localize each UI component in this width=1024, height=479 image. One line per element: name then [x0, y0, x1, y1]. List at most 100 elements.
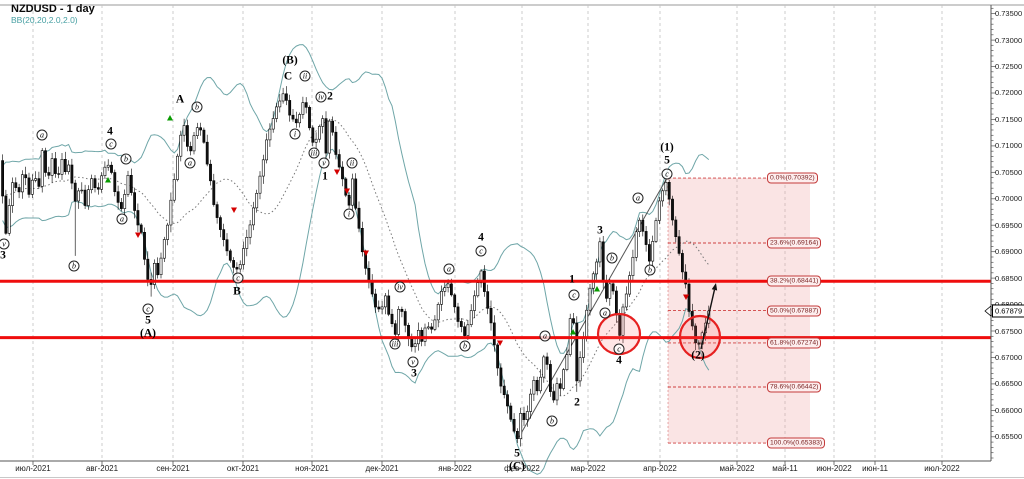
candle	[268, 128, 272, 141]
candle	[466, 324, 470, 336]
candle	[113, 172, 117, 193]
candle	[11, 182, 14, 206]
candle	[80, 189, 84, 192]
candle	[433, 319, 437, 330]
bollinger-middle-band	[2, 119, 710, 397]
candle	[70, 164, 74, 184]
candle	[453, 294, 457, 308]
candle	[308, 107, 311, 129]
candle	[143, 232, 146, 260]
candle	[245, 237, 249, 249]
candle	[304, 102, 308, 108]
candle	[93, 178, 97, 188]
candle	[515, 430, 519, 439]
highlight-circle[interactable]	[678, 314, 722, 360]
candle	[387, 295, 391, 315]
candle	[331, 120, 335, 133]
candle	[631, 256, 635, 276]
candle	[440, 290, 443, 305]
candle	[562, 369, 566, 389]
candle	[575, 322, 579, 382]
trendline[interactable]	[518, 177, 668, 438]
candle	[380, 306, 384, 310]
candle	[222, 229, 226, 241]
candle	[298, 114, 302, 124]
candle	[499, 367, 503, 387]
candle	[674, 219, 678, 238]
candle	[446, 283, 450, 288]
candle	[225, 239, 229, 252]
candle	[156, 262, 160, 276]
candle	[664, 182, 668, 192]
candle	[661, 190, 665, 202]
candle	[291, 114, 295, 120]
candle	[555, 383, 559, 401]
grid	[32, 5, 943, 461]
candle	[390, 313, 394, 325]
trend-arrow-shaft[interactable]	[700, 289, 716, 350]
candle	[126, 175, 130, 195]
candle	[20, 174, 24, 193]
candle	[100, 175, 104, 190]
candle	[509, 405, 513, 420]
candle	[426, 326, 430, 329]
candle	[357, 207, 361, 229]
candle	[212, 180, 216, 205]
candle	[383, 295, 387, 308]
candle	[506, 394, 509, 407]
candle	[456, 306, 460, 322]
candle	[120, 202, 123, 209]
candle	[219, 217, 222, 230]
candle	[44, 150, 47, 173]
candle	[529, 393, 533, 412]
candle	[275, 106, 278, 119]
candle	[324, 118, 328, 154]
sell-marker-icon	[231, 207, 237, 213]
candle	[242, 248, 245, 265]
candle	[397, 308, 401, 335]
candle	[37, 178, 41, 187]
candle	[558, 383, 562, 389]
candle	[30, 179, 34, 195]
candle	[647, 244, 651, 262]
candle	[539, 376, 542, 392]
candle	[667, 182, 671, 200]
highlight-circle[interactable]	[596, 312, 642, 356]
candle	[186, 125, 189, 147]
candle	[63, 159, 67, 173]
candle	[261, 159, 265, 177]
candle	[116, 191, 120, 203]
sell-marker-icon	[334, 169, 340, 175]
trend-arrow-head	[711, 283, 718, 291]
sell-marker-icon	[363, 250, 369, 256]
candle	[588, 287, 592, 311]
candle	[535, 379, 539, 392]
candle	[96, 187, 100, 190]
candle	[443, 287, 447, 292]
candle	[205, 141, 209, 165]
candle	[614, 290, 618, 316]
candle	[57, 173, 61, 175]
candle	[581, 336, 585, 358]
candle	[644, 231, 648, 245]
candle	[654, 220, 658, 242]
candle	[215, 204, 219, 218]
current-price-notch	[984, 305, 992, 317]
candle	[677, 236, 681, 254]
candle	[367, 267, 371, 282]
candle	[344, 178, 348, 196]
candle	[110, 164, 113, 173]
candle	[271, 118, 275, 130]
candle	[634, 231, 638, 258]
candle	[611, 283, 615, 292]
candle	[578, 357, 582, 382]
candle	[265, 139, 269, 161]
candle	[413, 343, 417, 348]
candle	[153, 262, 156, 285]
candle	[548, 364, 552, 392]
candle	[317, 126, 321, 140]
buy-marker-icon	[167, 115, 173, 121]
candle	[311, 127, 315, 143]
